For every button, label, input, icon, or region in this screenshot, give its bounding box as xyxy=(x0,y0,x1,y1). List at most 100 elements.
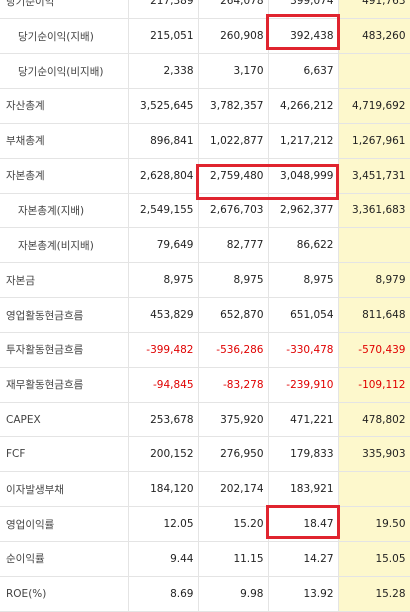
row-value: 15.05 xyxy=(338,541,410,577)
row-label: 영업활동현금흐름 xyxy=(0,297,129,333)
row-value: -536,286 xyxy=(198,332,269,368)
row-value: 8,979 xyxy=(338,262,410,299)
row-value: 276,950 xyxy=(198,436,269,473)
row-label: 자산총계 xyxy=(0,88,129,124)
row-label: 당기순이익 xyxy=(0,0,129,20)
row-value: 375,920 xyxy=(198,402,269,438)
table-row: 자본금 8,975 8,975 8,975 8,979 xyxy=(0,262,410,299)
row-value: -330,478 xyxy=(268,332,339,368)
table-row: 자본총계(지배) 2,549,155 2,676,703 2,962,377 3,361… xyxy=(0,193,410,229)
row-label: FCF xyxy=(0,436,129,473)
row-value: 14.27 xyxy=(268,541,339,577)
row-value: 1,217,212 xyxy=(268,123,339,159)
row-label: 투자활동현금흐름 xyxy=(0,332,129,368)
row-value: 13.92 xyxy=(268,576,339,612)
row-value: 8,975 xyxy=(268,262,339,299)
row-value: 2,549,155 xyxy=(128,193,199,229)
row-value: 4,266,212 xyxy=(268,88,339,124)
row-value: 483,260 xyxy=(338,18,410,55)
row-value: -570,439 xyxy=(338,332,410,368)
row-value: 200,152 xyxy=(128,436,199,473)
row-value: 1,022,877 xyxy=(198,123,269,159)
row-label: 자본총계(지배) xyxy=(0,193,129,229)
table-row: 자본총계 2,628,804 2,759,480 3,048,999 3,451,731 xyxy=(0,158,410,194)
row-value: -239,910 xyxy=(268,367,339,403)
row-value: 478,802 xyxy=(338,402,410,438)
row-value: 3,782,357 xyxy=(198,88,269,124)
row-value: 202,174 xyxy=(198,471,269,508)
table-row: FCF 200,152 276,950 179,833 335,903 xyxy=(0,436,410,473)
row-label: 재무활동현금흐름 xyxy=(0,367,129,403)
row-value: 3,170 xyxy=(198,53,269,90)
row-value: -94,845 xyxy=(128,367,199,403)
table-row: 자산총계 3,525,645 3,782,357 4,266,212 4,719,692 xyxy=(0,88,410,124)
row-label: 이자발생부채 xyxy=(0,471,129,508)
row-value: 2,338 xyxy=(128,53,199,90)
row-value: 264,078 xyxy=(198,0,269,20)
row-value: 6,637 xyxy=(268,53,339,90)
table-row: 영업활동현금흐름 453,829 652,870 651,054 811,648 xyxy=(0,297,410,333)
row-value: 2,759,480 xyxy=(198,158,269,194)
row-value: 11.15 xyxy=(198,541,269,577)
row-value: 4,719,692 xyxy=(338,88,410,124)
row-value: 3,451,731 xyxy=(338,158,410,194)
row-value: 8,975 xyxy=(198,262,269,299)
row-value: 3,361,683 xyxy=(338,193,410,229)
table-row: 자본총계(비지배) 79,649 82,777 86,622 xyxy=(0,227,410,264)
row-label: CAPEX xyxy=(0,402,129,438)
row-label: 자본총계 xyxy=(0,158,129,194)
row-value: 15.28 xyxy=(338,576,410,612)
row-value: 215,051 xyxy=(128,18,199,55)
row-value xyxy=(338,53,410,90)
table-row: ROE(%) 8.69 9.98 13.92 15.28 xyxy=(0,576,410,612)
row-value: 1,267,961 xyxy=(338,123,410,159)
row-value: 8.69 xyxy=(128,576,199,612)
row-value: 811,648 xyxy=(338,297,410,333)
row-label: 자본금 xyxy=(0,262,129,299)
table-row: 당기순이익(비지배) 2,338 3,170 6,637 xyxy=(0,53,410,90)
row-value xyxy=(338,471,410,508)
row-value xyxy=(338,227,410,264)
row-label: 당기순이익(지배) xyxy=(0,18,129,55)
row-value: 82,777 xyxy=(198,227,269,264)
row-value: -399,482 xyxy=(128,332,199,368)
row-value: 652,870 xyxy=(198,297,269,333)
table-row: 부채총계 896,841 1,022,877 1,217,212 1,267,961 xyxy=(0,123,410,159)
row-label: 영업이익률 xyxy=(0,506,129,542)
row-value: 453,829 xyxy=(128,297,199,333)
row-value: 217,389 xyxy=(128,0,199,20)
table-row: CAPEX 253,678 375,920 471,221 478,802 xyxy=(0,402,410,438)
row-value: 651,054 xyxy=(268,297,339,333)
row-value: 179,833 xyxy=(268,436,339,473)
row-label: 순이익률 xyxy=(0,541,129,577)
row-value: 896,841 xyxy=(128,123,199,159)
row-value: 399,074 xyxy=(268,0,339,20)
row-label: ROE(%) xyxy=(0,576,129,612)
row-value: 2,628,804 xyxy=(128,158,199,194)
row-value: 335,903 xyxy=(338,436,410,473)
table-row: 순이익률 9.44 11.15 14.27 15.05 xyxy=(0,541,410,577)
row-value: 183,921 xyxy=(268,471,339,508)
row-value: -83,278 xyxy=(198,367,269,403)
row-value: 8,975 xyxy=(128,262,199,299)
table-row: 당기순이익 217,389 264,078 399,074 491,763 xyxy=(0,0,410,20)
row-label: 당기순이익(비지배) xyxy=(0,53,129,90)
row-value: 9.44 xyxy=(128,541,199,577)
table-row: 재무활동현금흐름 -94,845 -83,278 -239,910 -109,112 xyxy=(0,367,410,403)
row-value: 15.20 xyxy=(198,506,269,542)
row-value: 184,120 xyxy=(128,471,199,508)
row-value: 9.98 xyxy=(198,576,269,612)
table-row: 당기순이익(지배) 215,051 260,908 392,438 483,260 xyxy=(0,18,410,55)
row-label: 부채총계 xyxy=(0,123,129,159)
row-label: 자본총계(비지배) xyxy=(0,227,129,264)
row-value: 253,678 xyxy=(128,402,199,438)
row-value: 3,525,645 xyxy=(128,88,199,124)
row-value: 19.50 xyxy=(338,506,410,542)
row-value: 2,676,703 xyxy=(198,193,269,229)
row-value: -109,112 xyxy=(338,367,410,403)
row-value: 12.05 xyxy=(128,506,199,542)
row-value: 86,622 xyxy=(268,227,339,264)
row-value: 471,221 xyxy=(268,402,339,438)
row-value: 79,649 xyxy=(128,227,199,264)
